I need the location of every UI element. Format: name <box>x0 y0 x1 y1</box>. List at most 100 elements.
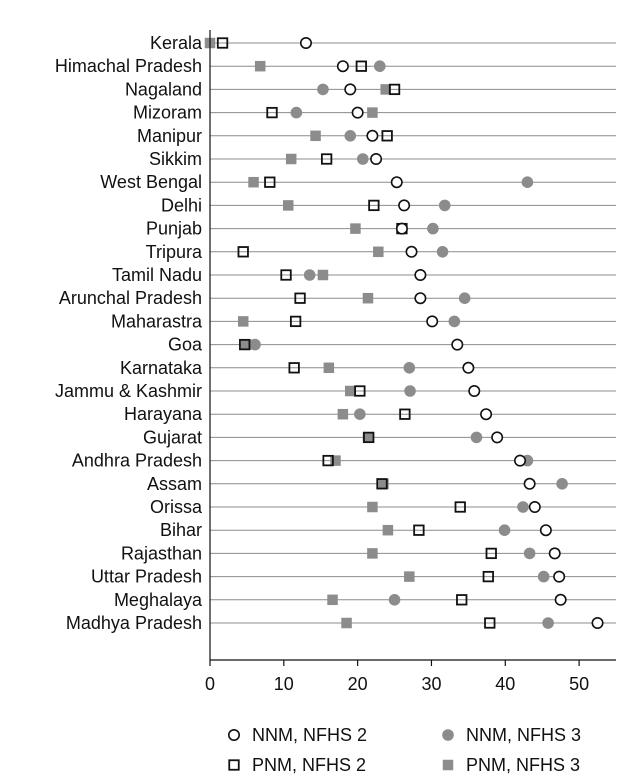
pnm-nfhs2-point <box>388 83 401 96</box>
nnm-nfhs2-point <box>553 570 566 583</box>
pnm-nfhs2-point <box>322 454 334 467</box>
nnm-nfhs2-point <box>451 338 464 351</box>
x-tick-label: 0 <box>205 674 215 694</box>
pnm-nfhs2-point <box>288 362 300 374</box>
x-tick-label: 30 <box>421 674 441 694</box>
row-label: Manipur <box>137 126 202 146</box>
row-label: Assam <box>147 474 202 494</box>
pnm-nfhs2-point <box>399 408 411 420</box>
pnm-nfhs3-point <box>254 60 266 72</box>
nnm-nfhs3-point <box>537 570 550 583</box>
pnm-nfhs2-point <box>485 547 497 560</box>
nnm-nfhs2-point <box>462 361 475 374</box>
data-marks-group <box>204 36 604 629</box>
nnm-nfhs2-point <box>591 616 604 629</box>
nnm-nfhs3-point <box>458 292 471 305</box>
pnm-nfhs3-point <box>237 316 249 327</box>
nnm-nfhs2-point <box>370 153 383 166</box>
row-label: Himachal Pradesh <box>55 56 202 76</box>
legend: NNM, NFHS 2 NNM, NFHS 3 PNM, NFHS 2 PNM, NF… <box>228 725 581 775</box>
row-label: Andhra Pradesh <box>72 451 202 471</box>
nnm-nfhs2-point <box>548 547 561 560</box>
row-label: West Bengal <box>100 172 202 192</box>
nnm-nfhs2-point <box>514 454 527 467</box>
pnm-nfhs2-point <box>376 478 388 490</box>
nnm-nfhs2-point <box>366 129 379 142</box>
nnm-nfhs3-point <box>517 501 529 513</box>
pnm-nfhs3-point <box>317 269 329 281</box>
row-label: Uttar Pradesh <box>91 567 202 587</box>
nnm-nfhs3-point <box>249 338 261 351</box>
pnm-nfhs2-point <box>266 106 278 119</box>
nnm-nfhs3-point <box>427 222 439 235</box>
pnm-nfhs2-point <box>454 501 466 513</box>
row-label: Karnataka <box>120 358 203 378</box>
row-label: Sikkim <box>149 149 202 169</box>
nnm-nfhs3-point <box>290 106 303 119</box>
row-label: Gujarat <box>143 427 202 447</box>
nnm-nfhs2-point <box>426 315 439 328</box>
pnm-nfhs3-point <box>327 594 338 606</box>
row-label: Delhi <box>161 195 202 215</box>
nnm-nfhs2-point <box>523 477 536 490</box>
pnm-nfhs3-point <box>282 200 294 211</box>
nnm-nfhs3-point <box>436 246 449 258</box>
nnm-nfhs3-point <box>388 594 401 606</box>
x-axis-ticks-group: 0 10 20 30 40 50 <box>205 660 589 694</box>
nnm-nfhs2-point <box>554 593 567 606</box>
nnm-nfhs2-point <box>491 431 504 444</box>
pnm-nfhs2-point <box>484 617 496 629</box>
pnm-nfhs2-point <box>355 60 367 72</box>
pnm-nfhs3-point <box>240 339 252 350</box>
row-label: Nagaland <box>125 79 202 99</box>
legend-label: PNM, NFHS 2 <box>252 755 366 775</box>
pnm-nfhs2-point <box>216 37 229 49</box>
row-label: Arunchal Pradesh <box>59 288 202 308</box>
x-tick-label: 20 <box>348 674 368 694</box>
pnm-nfhs3-point <box>404 571 415 582</box>
pnm-nfhs2-point <box>280 269 292 281</box>
nnm-nfhs3-point <box>303 269 316 281</box>
nnm-nfhs3-point <box>448 315 461 328</box>
pnm-nfhs2-point <box>413 524 425 536</box>
row-label: Maharastra <box>111 311 203 331</box>
nnm-nfhs3-point <box>317 83 329 96</box>
nnm-nfhs2-point <box>390 176 403 189</box>
pnm-nfhs3-point <box>373 246 384 258</box>
legend-label: NNM, NFHS 3 <box>466 725 581 745</box>
row-label: Rajasthan <box>121 543 202 563</box>
pnm-nfhs2-point <box>239 338 251 351</box>
pnm-nfhs3-point <box>350 223 361 234</box>
pnm-nfhs3-point <box>310 130 321 142</box>
nnm-nfhs3-point <box>498 524 511 536</box>
nnm-nfhs2-point <box>539 524 552 537</box>
nnm-nfhs3-point <box>542 617 554 629</box>
nnm-nfhs2-point <box>528 500 541 513</box>
row-label: Tamil Nadu <box>112 265 202 285</box>
nnm-nfhs3-point <box>438 199 451 212</box>
pnm-nfhs3-point <box>367 501 378 513</box>
nnm-nfhs3-point <box>521 176 534 188</box>
pnm-nfhs3-point <box>345 385 356 397</box>
pnm-nfhs3-point <box>380 84 391 95</box>
x-tick-label: 50 <box>569 674 589 694</box>
pnm-nfhs2-point <box>482 570 494 583</box>
row-lines-group <box>210 42 616 624</box>
pnm-nfhs2-point <box>354 385 366 397</box>
nnm-nfhs2-point <box>405 245 418 258</box>
nnm-nfhs2-point <box>480 408 493 421</box>
pnm-nfhs3-point <box>341 617 352 629</box>
nnm-nfhs3-point <box>373 60 386 72</box>
pnm-nfhs3-point <box>248 176 259 188</box>
row-label: Orissa <box>150 497 203 517</box>
nnm-nfhs3-point <box>344 130 357 142</box>
nnm-nfhs2-point <box>299 36 312 49</box>
legend-marker <box>228 728 241 741</box>
pnm-nfhs3-point <box>367 548 378 559</box>
nnm-nfhs2-point <box>414 268 427 281</box>
row-labels-group: Kerala Himachal Pradesh Nagaland Mizoram Man… <box>55 33 203 633</box>
pnm-nfhs2-point <box>320 153 333 165</box>
pnm-nfhs3-point <box>330 455 341 466</box>
row-label: Tripura <box>146 242 203 262</box>
